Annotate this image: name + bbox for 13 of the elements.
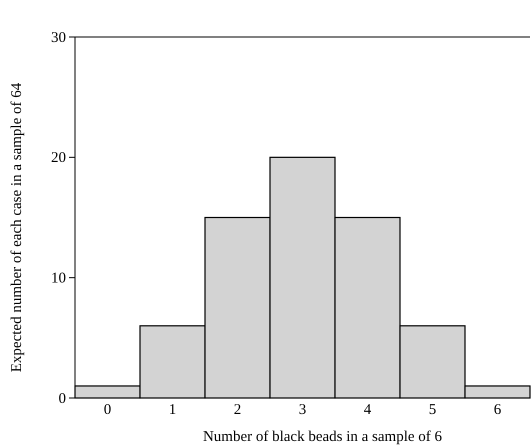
x-tick-label: 6 [494, 402, 502, 418]
y-tick-label: 20 [51, 150, 66, 166]
x-tick-label: 4 [364, 402, 372, 418]
y-tick-label: 0 [58, 390, 66, 407]
x-tick-label: 5 [428, 402, 436, 418]
y-tick-label: 30 [51, 30, 66, 46]
x-tick-label: 0 [104, 402, 112, 418]
y-tick-label: 10 [51, 270, 66, 286]
x-axis-title: Number of black beads in a sample of 6 [202, 429, 443, 445]
x-tick-label: 3 [298, 402, 306, 418]
y-axis-title: Expected number of each case in a sample of 64 [9, 82, 25, 372]
x-tick-label: 2 [234, 402, 242, 418]
x-tick-label: 1 [168, 402, 176, 418]
